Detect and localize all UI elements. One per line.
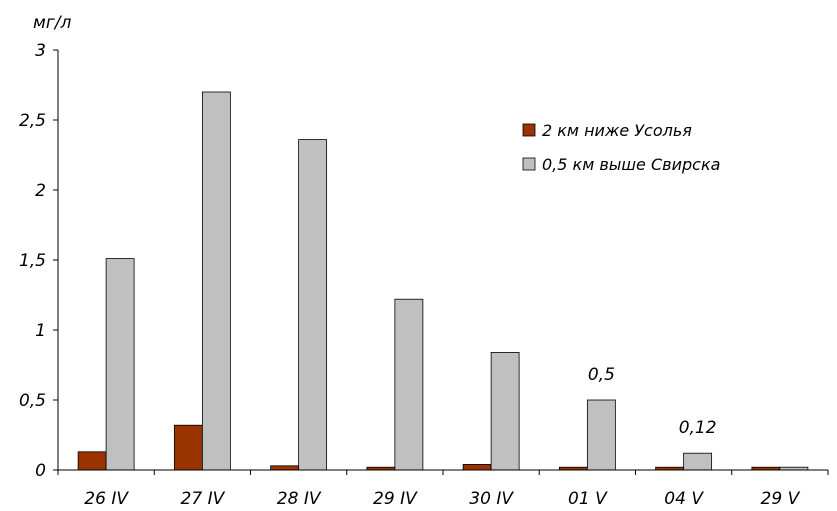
x-tick-label: 29 IV: [373, 489, 418, 509]
data-label: 0,12: [679, 418, 717, 438]
bar-series-2: [490, 351, 520, 471]
x-tick-label: 28 IV: [277, 489, 322, 509]
bar-series-2: [298, 139, 328, 471]
bar-series-2: [586, 399, 616, 471]
y-axis-label: мг/л: [33, 13, 71, 33]
data-label: 0,5: [588, 365, 615, 385]
y-tick-label: 0,5: [19, 391, 46, 411]
x-ticks-group: 26 IV 27 IV 28 IV 29 IV 30 IV 01 V 04 V 29 V: [57, 470, 829, 509]
legend: 2 км ниже Усолья 0,5 км выше Свирска: [522, 121, 720, 174]
y-tick-label: 3: [35, 41, 46, 61]
bar-series-2: [105, 258, 135, 471]
y-tick-label: 0: [35, 461, 46, 481]
y-tick-label: 2: [35, 181, 46, 201]
annotations-group: 0,5 0,12: [588, 365, 717, 438]
x-tick-label: 29 V: [761, 489, 801, 509]
bar-series-2: [201, 91, 231, 471]
bar-series-1: [462, 463, 492, 471]
y-tick-label: 2,5: [19, 111, 46, 131]
x-tick-label: 27 IV: [181, 489, 226, 509]
legend-label-series-1: 2 км ниже Усолья: [542, 121, 692, 140]
x-tick-label: 30 IV: [469, 489, 514, 509]
x-tick-label: 01 V: [568, 489, 608, 509]
bar-series-1: [270, 465, 300, 471]
bar-series-2: [394, 298, 424, 471]
legend-swatch-series-2: [522, 157, 536, 171]
x-tick-label: 04 V: [664, 489, 704, 509]
bar-series-2: [683, 452, 713, 471]
y-tick-label: 1,5: [19, 251, 46, 271]
y-tick-label: 1: [35, 321, 46, 341]
bar-series-1: [173, 424, 203, 471]
x-tick-label: 26 IV: [84, 489, 129, 509]
legend-swatch-series-1: [522, 123, 536, 137]
bars-group: [77, 91, 809, 471]
y-ticks-group: 0 0,5 1 1,5 2 2,5 3: [19, 41, 58, 481]
legend-label-series-2: 0,5 км выше Свирска: [542, 155, 720, 174]
bar-series-1: [77, 451, 107, 471]
